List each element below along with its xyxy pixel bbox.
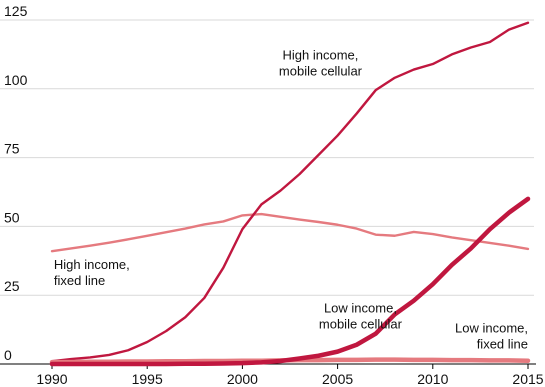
- x-axis: 1990 1995 2000 2005 2010 2015: [0, 363, 544, 387]
- series-line-low-mobile: [49, 196, 531, 367]
- x-tick-label: 2000: [227, 371, 258, 387]
- x-tick-label: 1990: [36, 371, 67, 387]
- series-lines: [49, 21, 531, 367]
- x-tick-label: 2015: [512, 371, 543, 387]
- annotation-low-fixed: Low income,: [455, 321, 528, 336]
- annotation-hi-mobile: High income,: [283, 47, 359, 62]
- y-tick-label: 75: [4, 141, 20, 157]
- annotation-low-mobile: Low income,: [324, 300, 397, 315]
- y-tick-label: 100: [4, 72, 28, 88]
- x-tick-label: 2005: [322, 371, 353, 387]
- series-line-hi-mobile: [50, 21, 530, 363]
- x-tick-label: 2010: [417, 371, 448, 387]
- y-tick-label: 125: [4, 3, 28, 19]
- x-tick-label: 1995: [132, 371, 163, 387]
- grid: 0 25 50 75 100 125: [0, 3, 534, 363]
- annotation-hi-fixed: High income,: [54, 257, 130, 272]
- annotation-hi-mobile: mobile cellular: [279, 63, 363, 78]
- annotation-low-fixed: fixed line: [477, 337, 528, 352]
- annotation-low-mobile: mobile cellular: [319, 316, 403, 331]
- y-tick-label: 50: [4, 209, 20, 225]
- series-line-hi-fixed: [50, 212, 530, 253]
- y-tick-label: 0: [4, 347, 12, 363]
- y-tick-label: 25: [4, 278, 20, 294]
- annotation-hi-fixed: fixed line: [54, 273, 105, 288]
